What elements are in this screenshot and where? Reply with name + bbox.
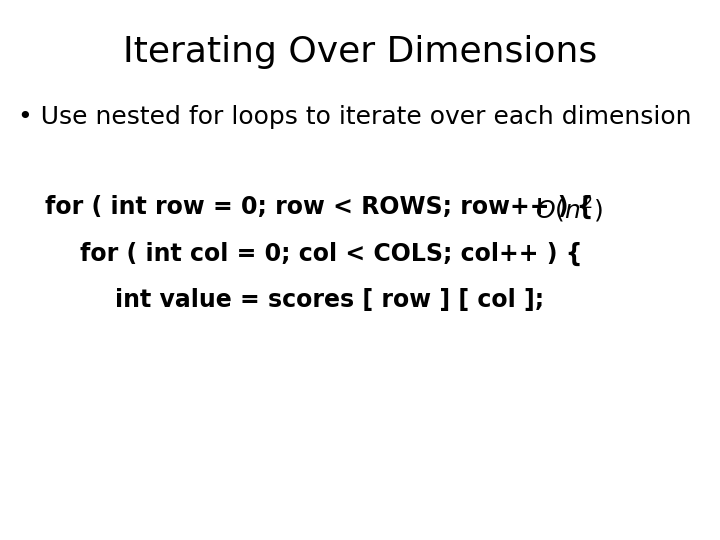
Text: for ( int col = 0; col < COLS; col++ ) {: for ( int col = 0; col < COLS; col++ ) { bbox=[80, 242, 582, 266]
Text: $\mathit{O}(\mathit{n}^2)$: $\mathit{O}(\mathit{n}^2)$ bbox=[535, 195, 603, 225]
Text: Iterating Over Dimensions: Iterating Over Dimensions bbox=[123, 35, 597, 69]
Text: for ( int row = 0; row < ROWS; row++ ) {: for ( int row = 0; row < ROWS; row++ ) { bbox=[45, 195, 593, 219]
Text: int value = scores [ row ] [ col ];: int value = scores [ row ] [ col ]; bbox=[115, 288, 544, 312]
Text: • Use nested for loops to iterate over each dimension: • Use nested for loops to iterate over e… bbox=[18, 105, 691, 129]
